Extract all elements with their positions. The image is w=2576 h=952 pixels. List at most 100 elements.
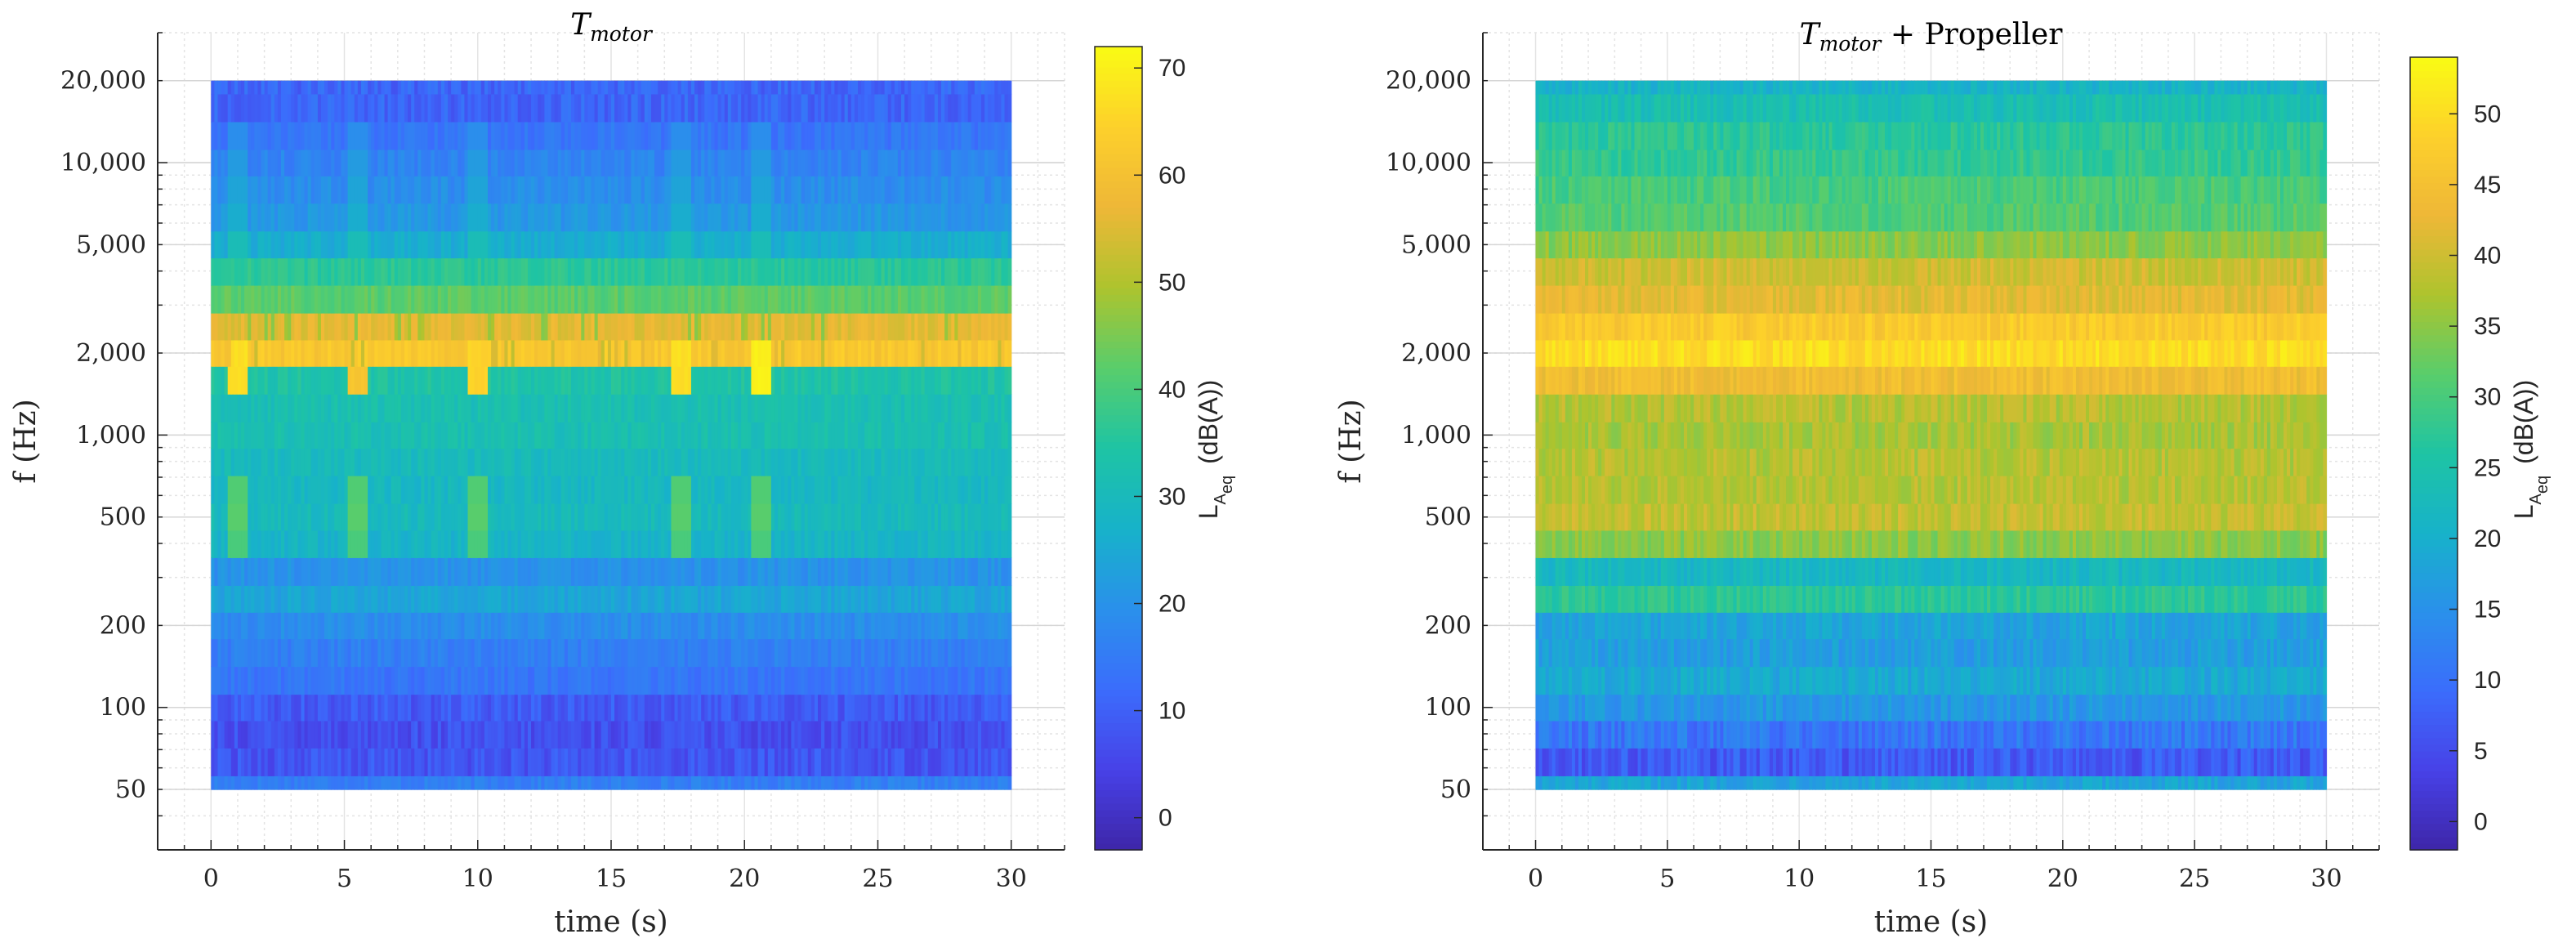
heatmap-cell	[891, 638, 895, 668]
heatmap-cell	[624, 448, 628, 476]
heatmap-cell	[791, 638, 796, 668]
heatmap-cell	[274, 257, 279, 286]
heatmap-cell	[994, 448, 998, 476]
heatmap-cell	[604, 530, 609, 558]
heatmap-cell	[574, 612, 578, 640]
heatmap-cell	[897, 394, 902, 422]
heatmap-cell	[538, 666, 542, 695]
heatmap-cell	[324, 422, 328, 449]
heatmap-cell	[444, 284, 449, 314]
heatmap-cell	[381, 557, 386, 586]
heatmap-cell	[770, 257, 775, 286]
heatmap-cell	[331, 339, 335, 367]
heatmap-cell	[941, 666, 945, 695]
heatmap-cell	[647, 638, 652, 668]
heatmap-cell	[584, 230, 589, 259]
heatmap-cell	[564, 694, 569, 722]
heatmap-cell	[998, 284, 1002, 314]
heatmap-cell	[748, 448, 752, 476]
heatmap-cell	[671, 638, 676, 668]
heatmap-cell	[324, 448, 328, 476]
heatmap-cell	[931, 422, 935, 449]
heatmap-cell	[317, 748, 322, 776]
heatmap-cell	[824, 422, 828, 449]
heatmap-cell	[954, 720, 959, 749]
heatmap-cell	[667, 775, 672, 790]
heatmap-cell	[941, 475, 945, 504]
heatmap-cell	[314, 422, 319, 449]
heatmap-cell	[807, 666, 812, 695]
heatmap-cell	[297, 257, 302, 286]
heatmap-cell	[377, 694, 382, 722]
heatmap-cell	[604, 748, 609, 776]
heatmap-cell	[257, 748, 262, 776]
heatmap-cell	[391, 366, 395, 395]
heatmap-cell	[517, 694, 522, 722]
heatmap-cell	[644, 366, 649, 395]
heatmap-cell	[448, 557, 452, 586]
heatmap-cell	[337, 612, 342, 640]
heatmap-cell	[360, 422, 365, 449]
heatmap-cell	[421, 557, 426, 586]
heatmap-cell	[901, 366, 905, 395]
heatmap-cell	[844, 366, 849, 395]
heatmap-cell	[618, 748, 622, 776]
heatmap-cell	[924, 585, 929, 613]
heatmap-cell	[664, 694, 668, 722]
heatmap-cell	[754, 557, 759, 586]
heatmap-cell	[714, 422, 719, 449]
heatmap-cell	[310, 694, 315, 722]
heatmap-cell	[221, 694, 225, 722]
heatmap-cell	[684, 422, 689, 449]
heatmap-cell	[708, 638, 712, 668]
heatmap-cell	[517, 257, 522, 286]
heatmap-cell	[948, 394, 952, 422]
heatmap-cell	[224, 748, 229, 776]
heatmap-cell	[770, 666, 775, 695]
heatmap-cell	[211, 530, 215, 558]
heatmap-cell	[781, 585, 785, 613]
heatmap-cell	[770, 585, 775, 613]
heatmap-cell	[307, 422, 312, 449]
heatmap-cell	[261, 557, 266, 586]
heatmap-cell	[624, 585, 628, 613]
heatmap-cell	[757, 775, 762, 790]
heatmap-cell	[310, 366, 315, 395]
heatmap-cell	[241, 422, 245, 449]
heatmap-cell	[394, 422, 399, 449]
heatmap-cell	[687, 422, 692, 449]
heatmap-cell	[761, 475, 766, 504]
heatmap-cell	[727, 448, 732, 476]
heatmap-cell	[661, 666, 665, 695]
heatmap-cell	[821, 530, 825, 558]
heatmap-cell	[480, 448, 485, 476]
heatmap-cell	[511, 585, 516, 613]
heatmap-cell	[294, 475, 298, 504]
heatmap-cell	[954, 448, 959, 476]
heatmap-cell	[1001, 612, 1006, 640]
heatmap-cell	[818, 257, 822, 286]
heatmap-cell	[328, 585, 332, 613]
heatmap-cell	[621, 585, 625, 613]
heatmap-cell	[491, 313, 495, 341]
heatmap-cell	[324, 394, 328, 422]
heatmap-cell	[667, 448, 672, 476]
heatmap-cell	[541, 366, 545, 395]
heatmap-cell	[357, 448, 362, 476]
heatmap-cell	[554, 230, 559, 259]
heatmap-cell	[464, 284, 469, 314]
heatmap-cell	[484, 394, 489, 422]
heatmap-cell	[257, 422, 262, 449]
heatmap-cell	[961, 284, 966, 314]
heatmap-cell	[717, 366, 722, 395]
heatmap-cell	[337, 720, 342, 749]
heatmap-cell	[911, 612, 915, 640]
heatmap-cell	[350, 448, 355, 476]
heatmap-cell	[264, 638, 269, 668]
heatmap-cell	[674, 720, 679, 749]
heatmap-cell	[350, 257, 355, 286]
heatmap-cell	[488, 612, 492, 640]
heatmap-cell	[414, 339, 418, 367]
heatmap-cell	[757, 557, 762, 586]
heatmap-cell	[791, 339, 796, 367]
